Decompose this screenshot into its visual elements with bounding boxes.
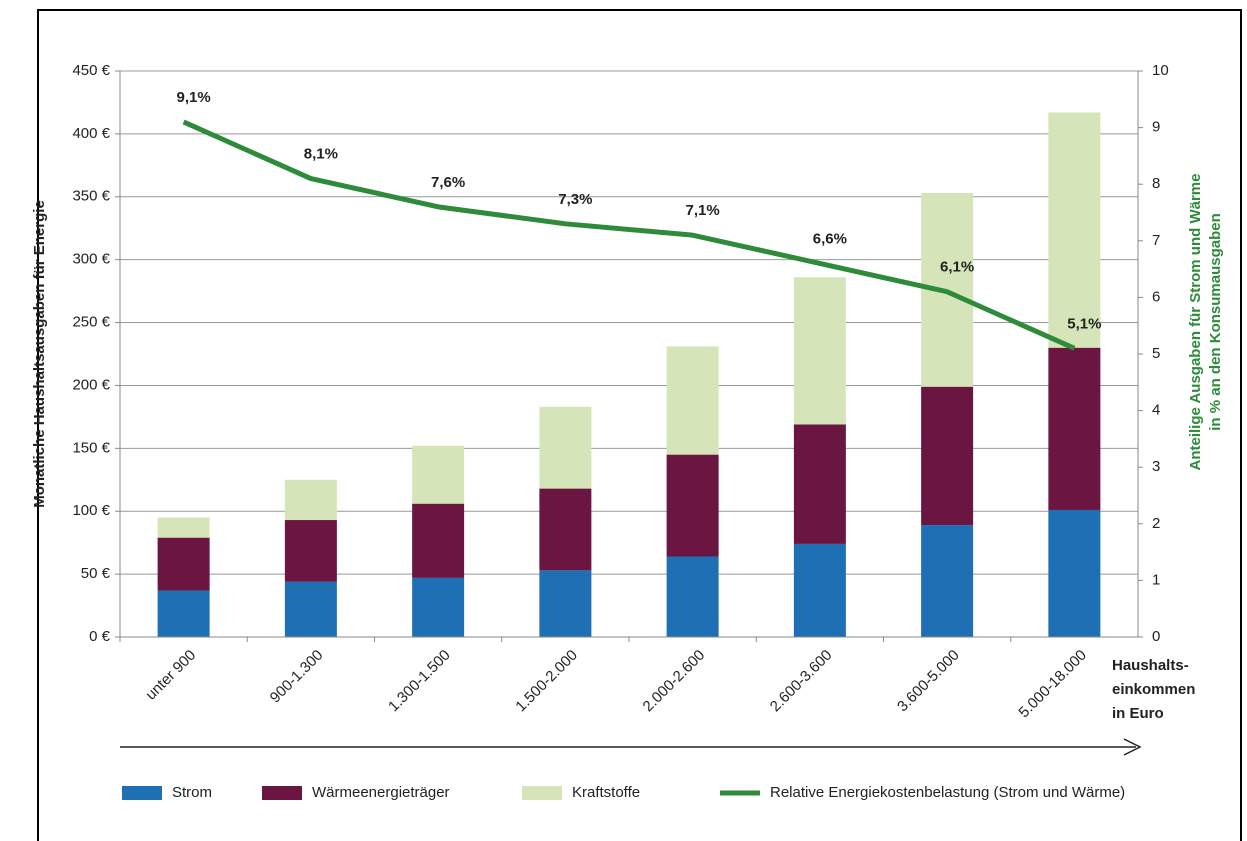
bar-segment [793,424,846,544]
y2-axis-label: Anteilige Ausgaben für Strom und Wärme [1187,174,1204,471]
x-tick-label: 2.000-2.600 [640,647,709,716]
legend-label: Strom [172,784,212,801]
bar-segment [284,520,337,582]
bar-segment [157,517,210,538]
data-label: 5,1% [1067,315,1101,332]
y2-axis-label: in % an den Konsumausgaben [1207,213,1224,431]
y2-tick-label: 4 [1152,402,1160,419]
bar-segment [921,525,974,637]
y-tick-label: 100 € [72,502,110,519]
legend-swatch [122,786,162,800]
y2-tick-label: 9 [1152,119,1160,136]
y-axis-label: Monatliche Haushaltsausgaben für Energie [31,200,48,508]
x-tick-label: 2.600-3.600 [767,647,836,716]
bar-segment [1048,347,1101,510]
y-tick-label: 250 € [72,314,110,331]
x-axis-label: einkommen [1112,681,1195,698]
data-label: 9,1% [177,89,211,106]
y2-tick-label: 7 [1152,232,1160,249]
bar-segment [157,537,210,591]
y-tick-label: 400 € [72,125,110,142]
bar-segment [1048,112,1101,348]
y2-tick-label: 6 [1152,288,1160,305]
data-label: 6,1% [940,259,974,276]
y-tick-label: 50 € [81,565,111,582]
y2-tick-label: 8 [1152,175,1160,192]
data-label: 6,6% [813,230,847,247]
legend-swatch [262,786,302,800]
y2-tick-label: 3 [1152,458,1160,475]
x-tick-label: 1.300-1.500 [385,647,454,716]
y-tick-label: 350 € [72,188,110,205]
legend-label: Relative Energiekostenbelastung (Strom u… [770,784,1125,801]
x-tick-label: unter 900 [142,647,199,704]
arrow-head [1123,738,1142,756]
y-tick-label: 150 € [72,439,110,456]
bar-segment [666,454,719,557]
bar-segment [793,277,846,425]
bar-segment [412,445,465,504]
x-tick-label: 3.600-5.000 [894,647,963,716]
bar-segment [412,577,465,637]
data-label: 7,6% [431,174,465,191]
legend-label: Kraftstoffe [572,784,640,801]
data-label: 7,1% [686,202,720,219]
x-tick-label: 900-1.300 [267,647,327,707]
y-tick-label: 0 € [89,628,111,645]
bar-segment [1048,509,1101,637]
bar-segment [793,543,846,637]
data-label: 8,1% [304,146,338,163]
bar-segment [666,346,719,455]
y-tick-label: 300 € [72,251,110,268]
line [182,119,1076,351]
bar-segment [157,590,210,637]
legend-label: Wärmeenergieträger [312,784,450,801]
data-label: 7,3% [558,191,592,208]
x-tick-label: 5.000-18.000 [1015,647,1090,722]
bar-segment [539,488,592,571]
y2-tick-label: 5 [1152,345,1160,362]
bar-segment [921,386,974,526]
y2-tick-label: 2 [1152,515,1160,532]
bar-segment [284,581,337,637]
y2-tick-label: 0 [1152,628,1160,645]
y2-tick-label: 10 [1152,62,1169,79]
frame [37,9,1242,841]
y-tick-label: 200 € [72,376,110,393]
bar-segment [412,503,465,578]
legend-swatch [522,786,562,800]
x-axis-label: Haushalts- [1112,657,1189,674]
bar-segment [284,479,337,521]
bar-segment [666,556,719,637]
y-tick-label: 450 € [72,62,110,79]
y2-tick-label: 1 [1152,571,1160,588]
x-axis-label: in Euro [1112,705,1164,722]
x-tick-label: 1.500-2.000 [512,647,581,716]
bar-segment [539,570,592,637]
bar-segment [539,406,592,489]
